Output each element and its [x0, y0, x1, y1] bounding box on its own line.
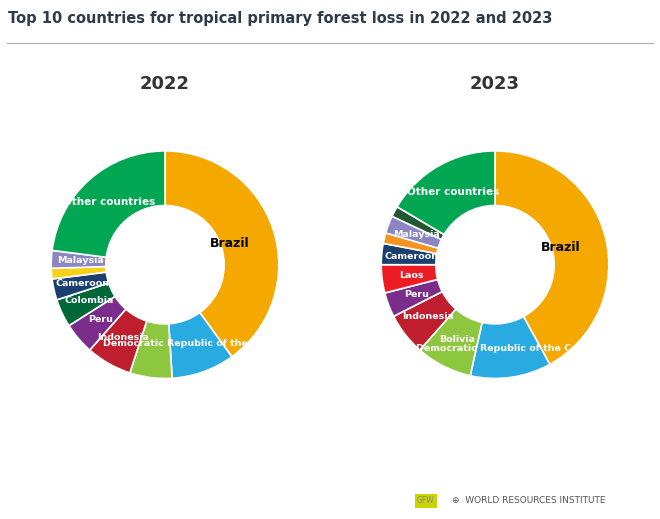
Text: Other countries: Other countries — [63, 197, 156, 207]
Wedge shape — [495, 151, 609, 364]
Wedge shape — [69, 296, 126, 350]
Wedge shape — [385, 216, 442, 248]
Text: Malaysia: Malaysia — [393, 230, 440, 239]
Wedge shape — [420, 309, 482, 376]
Wedge shape — [383, 233, 438, 254]
Text: GFW: GFW — [417, 496, 434, 506]
Text: Indonesia: Indonesia — [97, 333, 149, 343]
Title: 2022: 2022 — [140, 75, 190, 92]
Text: Colombia: Colombia — [64, 296, 114, 305]
Wedge shape — [397, 151, 495, 235]
Wedge shape — [57, 283, 115, 325]
Text: Brazil: Brazil — [541, 241, 581, 254]
Wedge shape — [51, 251, 106, 268]
Text: Peru: Peru — [88, 315, 114, 324]
Text: Cameroon: Cameroon — [56, 279, 110, 288]
Wedge shape — [381, 265, 438, 293]
Wedge shape — [90, 309, 147, 373]
Text: Top 10 countries for tropical primary forest loss in 2022 and 2023: Top 10 countries for tropical primary fo… — [8, 11, 552, 26]
Wedge shape — [385, 279, 442, 317]
Wedge shape — [393, 292, 456, 350]
Text: ⊕  WORLD RESOURCES INSTITUTE: ⊕ WORLD RESOURCES INSTITUTE — [452, 496, 606, 506]
Text: Peru: Peru — [404, 290, 428, 299]
Text: Democratic Republic of the Congo: Democratic Republic of the Congo — [416, 344, 598, 352]
Wedge shape — [392, 207, 444, 239]
Text: Democratic Republic of the Congo: Democratic Republic of the Congo — [103, 339, 284, 348]
Wedge shape — [51, 267, 106, 279]
Wedge shape — [470, 317, 550, 378]
Wedge shape — [381, 243, 437, 265]
Text: Bolivia: Bolivia — [439, 335, 475, 344]
Wedge shape — [52, 151, 165, 257]
Wedge shape — [169, 312, 232, 378]
Text: Other countries: Other countries — [407, 186, 500, 197]
Text: Indonesia: Indonesia — [403, 312, 454, 321]
Text: Laos: Laos — [399, 271, 424, 280]
Text: Malaysia: Malaysia — [57, 256, 104, 265]
Wedge shape — [130, 321, 172, 378]
Wedge shape — [52, 272, 109, 300]
Title: 2023: 2023 — [470, 75, 520, 92]
Text: Cameroon: Cameroon — [384, 252, 438, 261]
Wedge shape — [165, 151, 279, 357]
Text: Brazil: Brazil — [210, 237, 249, 250]
